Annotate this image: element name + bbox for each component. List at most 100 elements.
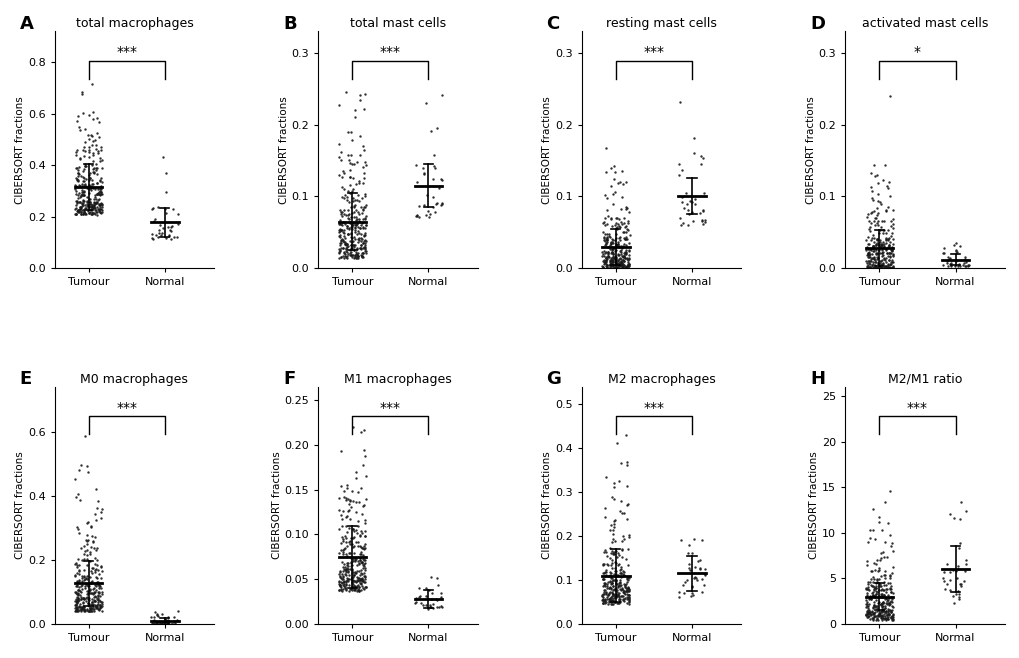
Point bbox=[602, 180, 619, 191]
Point bbox=[83, 197, 99, 208]
Point bbox=[685, 534, 701, 545]
Point bbox=[881, 584, 898, 594]
Point bbox=[607, 259, 624, 269]
Point bbox=[409, 176, 425, 187]
Point bbox=[357, 557, 373, 568]
Point bbox=[342, 211, 359, 222]
Point bbox=[86, 589, 102, 599]
Point bbox=[882, 594, 899, 605]
Point bbox=[75, 206, 92, 216]
Point bbox=[878, 594, 895, 604]
Point bbox=[598, 238, 614, 249]
Point bbox=[358, 211, 374, 221]
Point bbox=[599, 559, 615, 570]
Point bbox=[157, 204, 173, 215]
Point bbox=[350, 575, 366, 586]
Point bbox=[342, 127, 359, 138]
Point bbox=[75, 195, 92, 206]
Point bbox=[880, 251, 897, 262]
Point bbox=[868, 263, 884, 274]
Point bbox=[950, 261, 966, 271]
Point bbox=[879, 263, 896, 274]
Point bbox=[608, 224, 625, 235]
Point bbox=[859, 582, 875, 593]
Point bbox=[92, 203, 108, 214]
Point bbox=[338, 572, 355, 583]
Point bbox=[868, 248, 884, 259]
Point bbox=[84, 603, 100, 614]
Point bbox=[358, 494, 374, 505]
Point bbox=[594, 597, 610, 608]
Point bbox=[85, 156, 101, 166]
Point bbox=[865, 612, 881, 622]
Point bbox=[351, 572, 367, 583]
Point bbox=[596, 579, 612, 590]
Point bbox=[881, 570, 898, 581]
Point bbox=[603, 595, 620, 605]
Point bbox=[72, 153, 89, 164]
Point bbox=[594, 559, 610, 569]
Point bbox=[331, 215, 347, 225]
Point bbox=[78, 553, 95, 564]
Point bbox=[94, 205, 110, 216]
Point bbox=[346, 252, 363, 263]
Point bbox=[696, 215, 712, 225]
Point bbox=[346, 567, 363, 578]
Point bbox=[868, 603, 884, 613]
Point bbox=[597, 166, 613, 177]
Point bbox=[866, 170, 882, 181]
Point bbox=[609, 262, 626, 272]
Point bbox=[81, 586, 97, 596]
Point bbox=[348, 157, 365, 168]
Point bbox=[77, 583, 94, 594]
Point bbox=[873, 597, 890, 608]
Point bbox=[354, 193, 370, 203]
Point bbox=[868, 263, 884, 274]
Point bbox=[82, 605, 98, 616]
Point bbox=[408, 211, 424, 221]
Text: G: G bbox=[546, 370, 560, 388]
Point bbox=[333, 514, 350, 524]
Point bbox=[351, 565, 367, 576]
Point bbox=[618, 586, 634, 596]
Point bbox=[621, 245, 637, 255]
Point bbox=[613, 262, 630, 272]
Point bbox=[876, 584, 893, 594]
Point bbox=[596, 240, 612, 250]
Point bbox=[613, 544, 630, 554]
Point bbox=[92, 200, 108, 211]
Point bbox=[432, 174, 448, 184]
Point bbox=[871, 256, 888, 266]
Point bbox=[78, 461, 95, 471]
Point bbox=[610, 261, 627, 271]
Point bbox=[355, 576, 371, 586]
Point bbox=[876, 243, 893, 254]
Point bbox=[882, 228, 899, 238]
Point bbox=[88, 193, 104, 204]
Point bbox=[345, 201, 362, 212]
Point bbox=[616, 226, 633, 237]
Point bbox=[354, 234, 370, 244]
Point bbox=[610, 559, 627, 569]
Point bbox=[612, 496, 629, 507]
Point bbox=[353, 547, 369, 557]
Point bbox=[90, 599, 106, 610]
Point bbox=[89, 168, 105, 179]
Point bbox=[865, 574, 881, 585]
Point bbox=[621, 254, 637, 265]
Point bbox=[81, 605, 97, 616]
Point bbox=[75, 601, 92, 612]
Point bbox=[355, 178, 371, 189]
Point bbox=[859, 255, 875, 266]
Point bbox=[331, 579, 347, 590]
Point bbox=[346, 223, 363, 234]
Point bbox=[599, 241, 615, 252]
Point bbox=[882, 263, 899, 274]
Point bbox=[877, 234, 894, 245]
Point bbox=[603, 578, 620, 588]
Point bbox=[607, 545, 624, 556]
Point bbox=[67, 172, 84, 183]
Point bbox=[601, 263, 618, 273]
Point bbox=[90, 595, 106, 605]
Point bbox=[148, 617, 164, 628]
